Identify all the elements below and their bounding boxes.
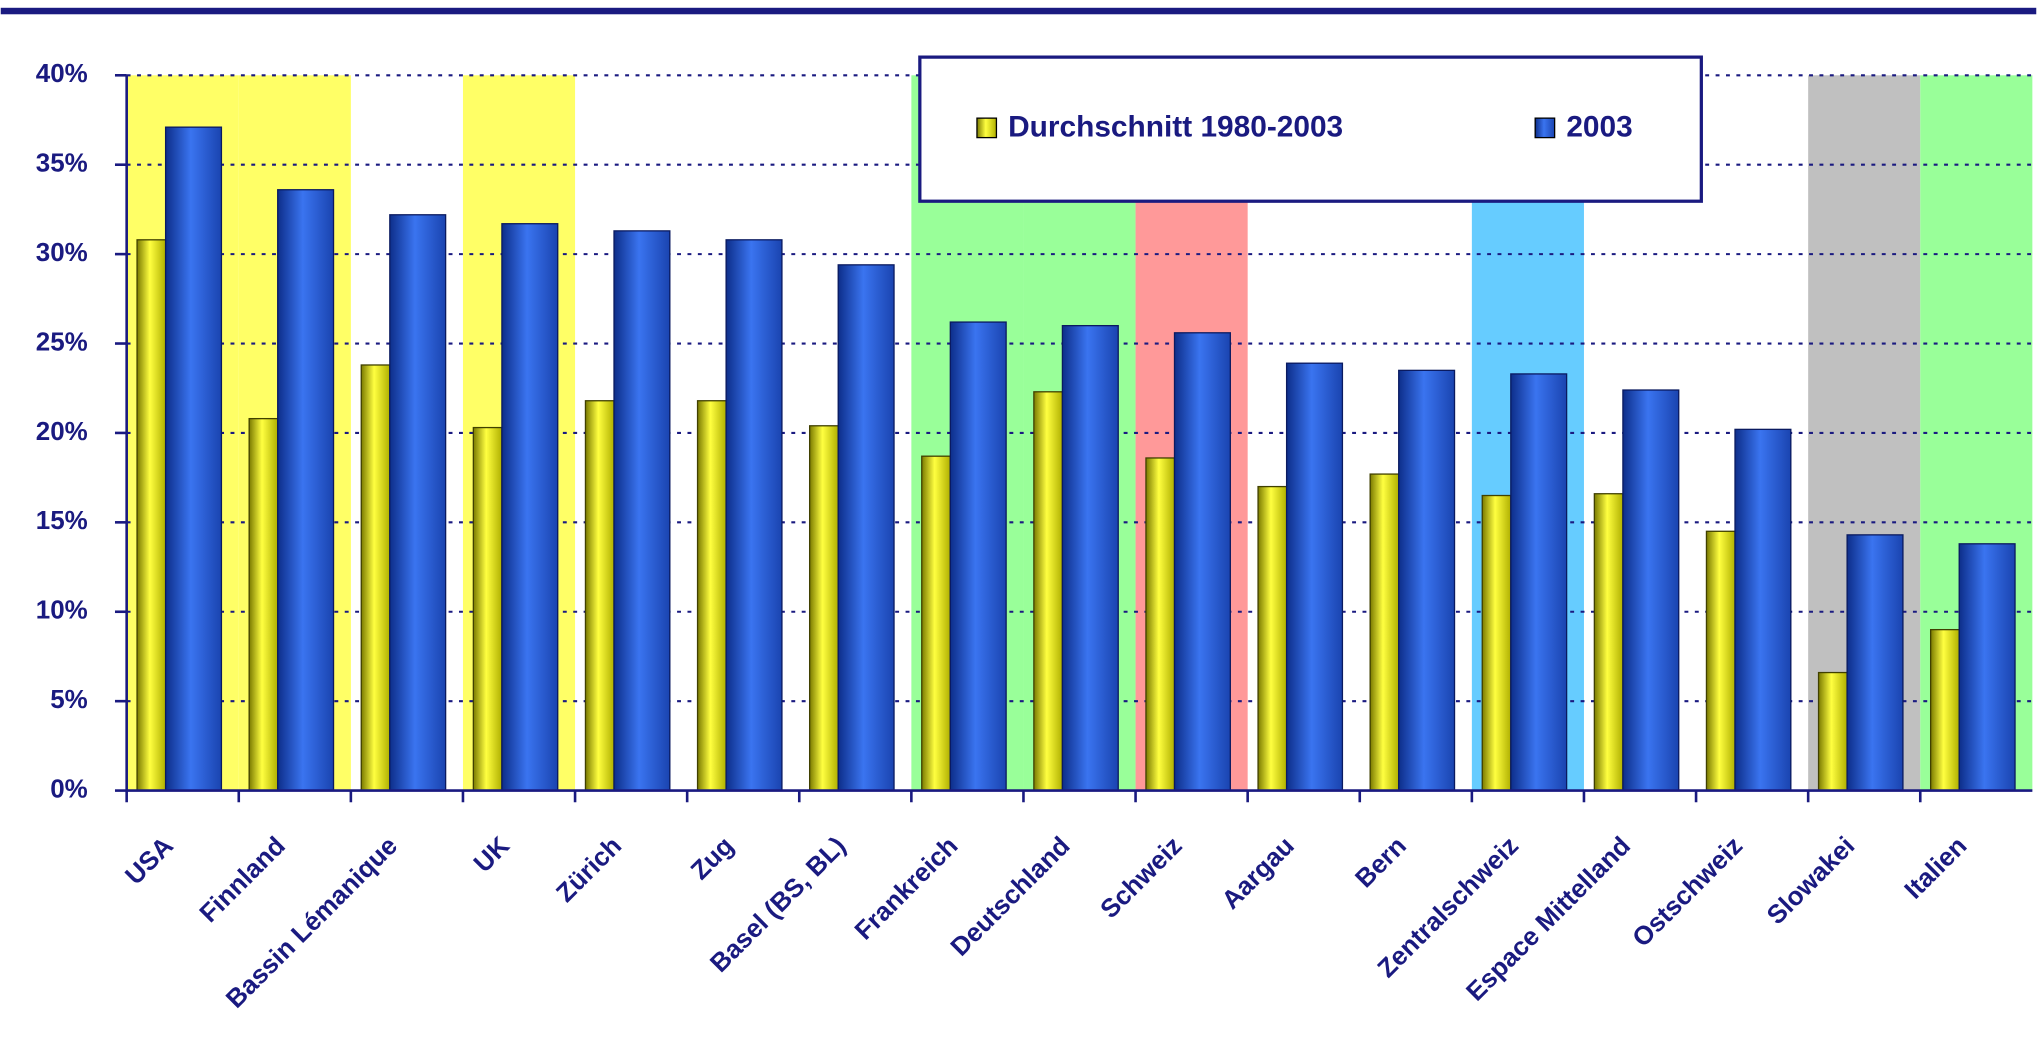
bar	[1257, 485, 1288, 792]
bar	[164, 126, 223, 792]
y-tick-label: 5%	[50, 684, 88, 714]
y-tick-label: 20%	[36, 416, 88, 446]
y-tick-label: 30%	[36, 237, 88, 267]
bar	[1929, 628, 1960, 792]
bar	[613, 230, 671, 792]
bar	[136, 239, 167, 792]
bar	[837, 264, 895, 792]
legend-swatch	[976, 117, 998, 139]
bar	[1481, 494, 1512, 792]
y-tick-label: 25%	[36, 326, 88, 356]
x-tick-label: Italien	[1898, 830, 1972, 904]
x-tick-label: Bern	[1349, 830, 1412, 893]
bar	[921, 455, 951, 792]
x-tick-label: Slowakei	[1761, 830, 1861, 930]
x-tick-label: Zürich	[550, 830, 627, 907]
bar	[1958, 543, 2016, 792]
bar	[1846, 534, 1904, 792]
bar	[472, 426, 503, 792]
x-tick-label: UK	[467, 830, 515, 878]
y-tick-label: 0%	[50, 773, 88, 803]
y-tick-label: 35%	[36, 148, 88, 178]
legend-label: Durchschnitt 1980-2003	[1008, 110, 1343, 143]
bar	[1817, 671, 1848, 792]
bar	[1061, 324, 1119, 792]
bar	[389, 214, 447, 792]
bar	[360, 364, 391, 792]
legend-box	[918, 55, 1703, 203]
bar	[277, 189, 335, 792]
x-tick-label: Deutschland	[944, 830, 1075, 961]
bar	[809, 425, 839, 792]
bar	[696, 400, 727, 792]
legend-swatch	[1534, 117, 1556, 139]
y-tick-label: 15%	[36, 505, 88, 535]
x-tick-label: Schweiz	[1094, 830, 1188, 924]
legend-label: 2003	[1566, 110, 1632, 143]
bar	[1622, 389, 1680, 792]
bar	[584, 400, 615, 792]
x-tick-label: Frankreich	[848, 830, 963, 945]
bar	[1145, 457, 1176, 792]
bar	[949, 321, 1007, 792]
bar	[1369, 473, 1400, 792]
x-tick-label: Aargau	[1215, 830, 1299, 914]
bar	[1173, 332, 1231, 792]
x-tick-label: Finnland	[193, 830, 291, 928]
bar	[1705, 530, 1736, 792]
bar	[725, 239, 783, 792]
x-tick-label: USA	[119, 830, 179, 890]
bar	[1593, 493, 1624, 792]
x-tick-label: Ostschweiz	[1626, 830, 1748, 952]
bar	[501, 223, 559, 792]
y-tick-label: 10%	[36, 595, 88, 625]
bar	[248, 417, 279, 792]
bar	[1285, 362, 1344, 792]
bar	[1734, 428, 1792, 792]
y-tick-label: 40%	[36, 58, 88, 88]
x-tick-label: Zug	[684, 830, 739, 885]
bar	[1398, 369, 1456, 792]
top-rule	[0, 7, 2037, 15]
bar	[1510, 373, 1568, 792]
bar	[1033, 391, 1064, 792]
